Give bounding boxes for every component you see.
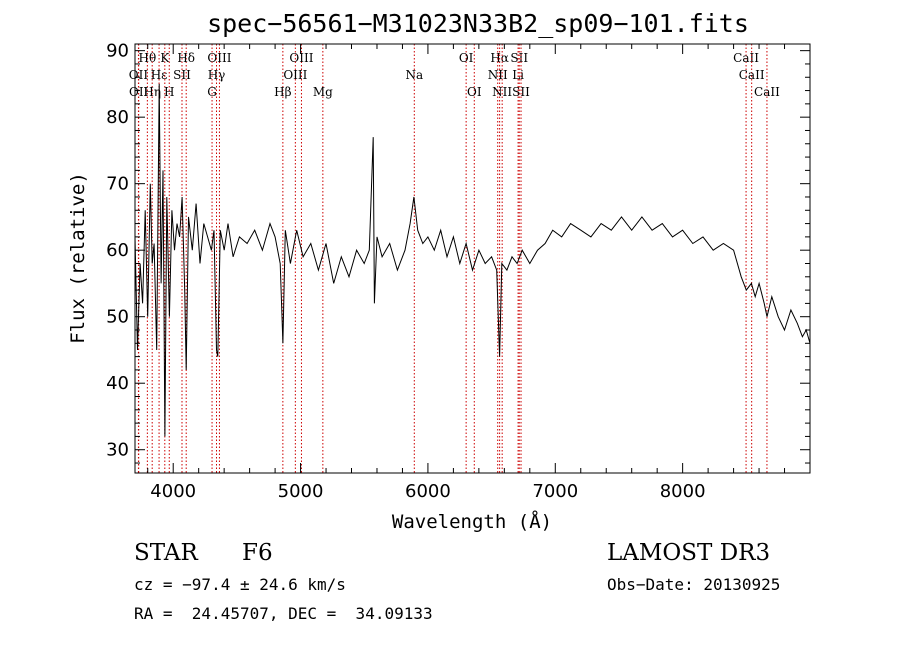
spectrum-series	[134, 83, 811, 437]
x-tick-label-2: 6000	[405, 481, 451, 502]
line-label-8: Hδ	[177, 51, 195, 65]
line-label-7: H	[164, 85, 174, 99]
line-label-12: Hβ	[274, 85, 291, 99]
line-label-3: Hη	[143, 85, 161, 99]
line-label-1: OII	[129, 68, 149, 82]
line-label-13: OIII	[289, 51, 313, 65]
y-tick-label-1: 40	[106, 373, 129, 394]
line-label-23: Li	[512, 68, 524, 82]
line-label-6: SII	[173, 68, 191, 82]
y-tick-label-5: 80	[106, 107, 129, 128]
line-label-22: SII	[510, 51, 528, 65]
line-label-14: OIII	[283, 68, 307, 82]
line-label-10: Hγ	[208, 68, 226, 82]
line-label-16: Na	[405, 68, 423, 82]
line-label-21: NII	[492, 85, 512, 99]
y-tick-label-4: 70	[106, 174, 129, 195]
y-axis-label: Flux (relative)	[67, 172, 89, 344]
x-tick-label-0: 4000	[150, 481, 196, 502]
line-label-19: Hα	[490, 51, 509, 65]
line-label-27: CaII	[754, 85, 780, 99]
obs-date: Obs−Date: 20130925	[607, 575, 781, 594]
line-label-11: G	[207, 85, 217, 99]
plot-frame	[134, 43, 811, 474]
coordinates-text: RA = 24.45707, DEC = 34.09133	[134, 604, 433, 623]
y-tick-label-2: 50	[106, 307, 129, 328]
line-label-25: CaII	[733, 51, 759, 65]
axis-ticks: 4000 5000 6000 7000 8000 30 40 50 60 70 80 90	[106, 41, 810, 502]
line-label-2: OII	[129, 85, 149, 99]
y-tick-label-3: 60	[106, 240, 129, 261]
y-tick-label-6: 90	[106, 41, 129, 62]
line-label-26: CaII	[739, 68, 765, 82]
chart-title: spec−56561−M31023N33B2_sp09−101.fits	[207, 9, 749, 38]
line-label-18: OI	[467, 85, 482, 99]
line-label-5: K	[160, 51, 170, 65]
line-label-0: Hθ	[139, 51, 157, 65]
x-tick-label-1: 5000	[278, 481, 324, 502]
line-label-20: NII	[488, 68, 508, 82]
x-axis-label: Wavelength (Å)	[392, 510, 552, 533]
line-label-15: Mg	[313, 85, 333, 99]
object-class: STAR	[134, 540, 198, 566]
x-tick-label-3: 7000	[532, 481, 578, 502]
survey-name: LAMOST DR3	[607, 540, 771, 566]
y-tick-label-0: 30	[106, 440, 129, 461]
spectrum-chart: spec−56561−M31023N33B2_sp09−101.fits Hθ O…	[67, 9, 811, 533]
redshift-text: cz = −97.4 ± 24.6 km/s	[134, 575, 346, 594]
line-label-9: OIII	[207, 51, 231, 65]
object-subclass: F6	[242, 540, 273, 566]
spectrum-line	[134, 83, 811, 437]
x-tick-label-4: 8000	[660, 481, 706, 502]
line-label-24: SII	[512, 85, 530, 99]
line-label-17: OI	[459, 51, 474, 65]
line-label-4: Hε	[151, 68, 168, 82]
